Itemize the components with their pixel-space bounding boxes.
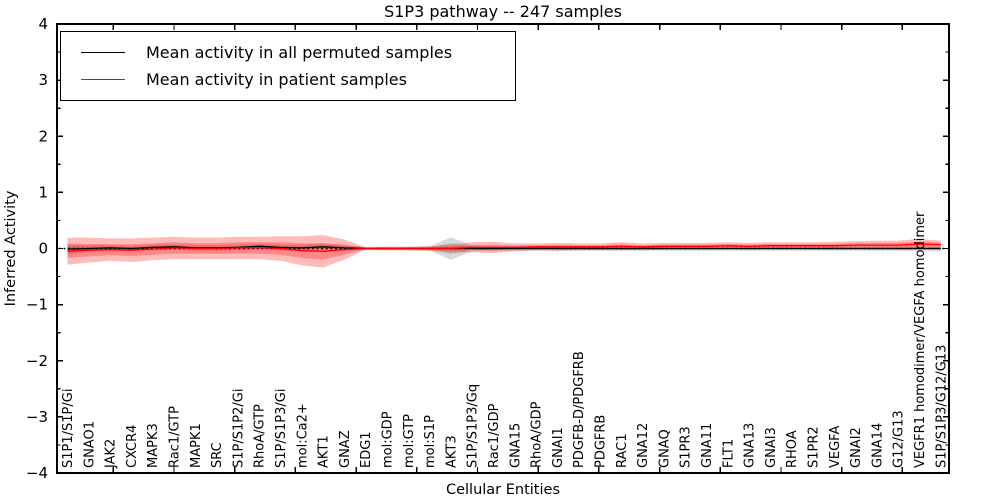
legend-item-permuted: Mean activity in all permuted samples bbox=[61, 39, 515, 66]
x-category-label: S1P/S1P2/Gi bbox=[231, 389, 246, 468]
y-tick-label: 0 bbox=[38, 240, 48, 258]
x-category-label: GNA13 bbox=[743, 423, 758, 468]
x-category-label: AKT3 bbox=[444, 435, 459, 468]
x-category-label: S1P/S1P3/Gq bbox=[466, 384, 481, 468]
y-tick-label: 2 bbox=[38, 127, 48, 145]
x-category-label: SRC bbox=[210, 442, 225, 468]
x-category-label: RhoA/GTP bbox=[253, 404, 268, 468]
y-tick-label: 4 bbox=[38, 15, 48, 33]
x-category-label: S1P/S1P3/G12/G13 bbox=[934, 345, 949, 468]
x-category-label: GNAZ bbox=[338, 430, 353, 468]
legend-item-patient-label: Mean activity in patient samples bbox=[146, 70, 407, 89]
x-category-label: GNA12 bbox=[636, 423, 651, 468]
x-category-label: PDGFB-D/PDGFRB bbox=[572, 351, 587, 468]
x-category-label: Rac1/GDP bbox=[487, 403, 502, 468]
x-category-label: PDGFRB bbox=[594, 415, 609, 468]
label-layer: 4 3 2 1 0 −1 −2 −3 −4 S1P1/S1P/Gi GNAO1 JAK2 CXCR4 MA… bbox=[26, 15, 949, 482]
x-category-label: GNA15 bbox=[508, 423, 523, 468]
x-category-label: JAK2 bbox=[104, 439, 119, 469]
tick-layer bbox=[57, 23, 949, 474]
x-category-label: AKT1 bbox=[317, 435, 332, 468]
x-category-label: VEGFA bbox=[828, 426, 843, 468]
x-category-label: GNAI2 bbox=[849, 427, 864, 468]
x-category-label: GNA11 bbox=[700, 423, 715, 468]
x-category-label: GNAI3 bbox=[764, 427, 779, 468]
x-category-label: mol:GTP bbox=[402, 414, 417, 468]
x-category-label: GNA14 bbox=[870, 423, 885, 468]
legend-line-permuted-swatch bbox=[81, 52, 125, 53]
x-category-label: S1P/S1P3/Gi bbox=[274, 389, 289, 468]
x-axis-label: Cellular Entities bbox=[446, 482, 560, 498]
band-patient-outer bbox=[67, 235, 941, 268]
x-category-label: GNAI1 bbox=[551, 427, 566, 468]
x-category-label: mol:GDP bbox=[381, 411, 396, 468]
band-layer bbox=[67, 235, 941, 268]
y-axis-label: Inferred Activity bbox=[3, 190, 19, 306]
x-category-label: MAPK1 bbox=[189, 423, 204, 468]
series-line-patient bbox=[67, 243, 941, 252]
legend: Mean activity in all permuted samples Me… bbox=[60, 31, 516, 101]
x-category-label: CXCR4 bbox=[125, 425, 140, 468]
x-category-label: Rac1/GTP bbox=[168, 406, 183, 468]
x-category-label: RAC1 bbox=[615, 433, 630, 468]
x-category-label: EDG1 bbox=[359, 431, 374, 468]
x-category-label: S1P1/S1P/Gi bbox=[61, 389, 76, 468]
x-category-label: RHOA bbox=[785, 430, 800, 468]
x-category-label: S1PR3 bbox=[679, 426, 694, 468]
y-tick-label: −1 bbox=[26, 296, 48, 314]
legend-item-patient: Mean activity in patient samples bbox=[61, 66, 515, 93]
x-category-label: FLT1 bbox=[721, 439, 736, 468]
x-category-label: mol:S1P bbox=[423, 415, 438, 468]
x-category-label: VEGFR1 homodimer/VEGFA homodimer bbox=[913, 211, 928, 468]
x-category-label: S1PR2 bbox=[807, 426, 822, 468]
y-tick-label: −4 bbox=[26, 464, 48, 482]
x-category-label: GNAQ bbox=[657, 429, 672, 468]
y-tick-label: −2 bbox=[26, 352, 48, 370]
legend-item-permuted-label: Mean activity in all permuted samples bbox=[146, 43, 453, 62]
line-layer bbox=[59, 243, 947, 252]
x-category-label: RhoA/GDP bbox=[530, 401, 545, 468]
chart-title: S1P3 pathway -- 247 samples bbox=[384, 2, 622, 21]
x-category-label: GNAO1 bbox=[82, 421, 97, 468]
y-tick-label: 3 bbox=[38, 71, 48, 89]
y-tick-label: 1 bbox=[38, 183, 48, 201]
y-tick-label: −3 bbox=[26, 408, 48, 426]
x-category-label: G12/G13 bbox=[892, 410, 907, 468]
x-category-label: mol:Ca2+ bbox=[295, 403, 310, 468]
legend-line-patient-swatch bbox=[81, 79, 125, 80]
x-category-label: MAPK3 bbox=[146, 423, 161, 468]
